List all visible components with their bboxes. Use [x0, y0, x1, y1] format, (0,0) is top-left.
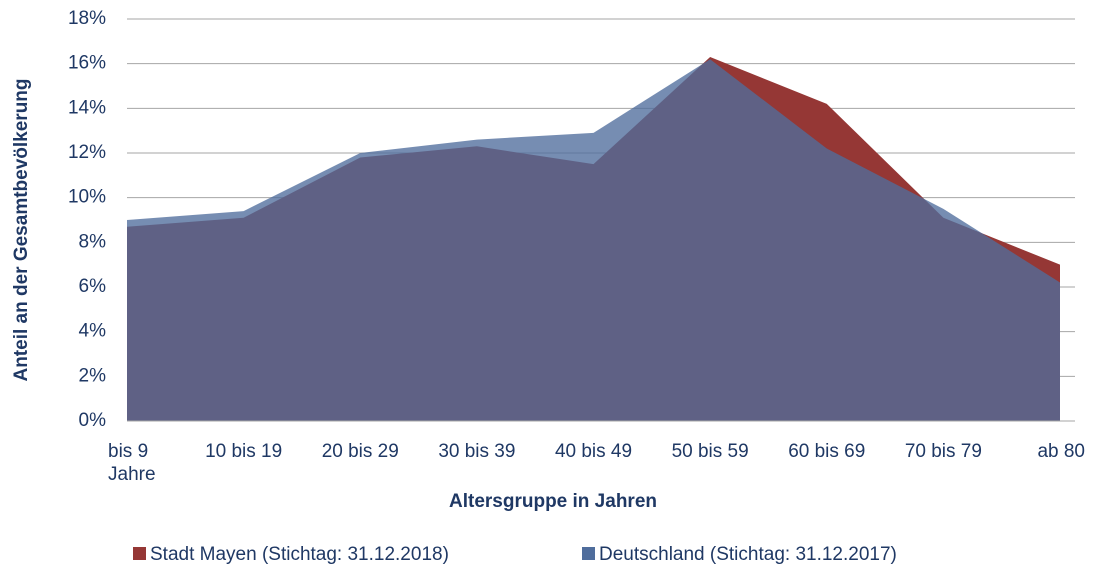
x-tick-label: 10 bis 19	[205, 441, 283, 462]
x-axis-label: Altersgruppe in Jahren	[449, 491, 657, 512]
x-tick-label: 40 bis 49	[554, 441, 633, 462]
y-tick-label: 2%	[79, 365, 107, 386]
x-tick-label: 50 bis 59	[671, 441, 749, 462]
legend-swatch	[133, 547, 146, 560]
y-tick-label: 18%	[68, 8, 106, 29]
x-tick-label: 70 bis 79	[904, 441, 982, 462]
legend-label: Deutschland (Stichtag: 31.12.2017)	[599, 544, 897, 565]
x-tick-label: 60 bis 69	[788, 441, 866, 462]
x-tick-label: 20 bis 29	[321, 441, 399, 462]
y-tick-label: 0%	[79, 410, 107, 431]
area	[127, 59, 1060, 421]
y-tick-label: 4%	[79, 321, 107, 342]
legend-swatch	[582, 547, 595, 560]
y-tick-label: 14%	[68, 97, 106, 118]
x-tick-label: ab 80	[1037, 441, 1085, 462]
y-tick-label: 12%	[68, 142, 106, 163]
y-axis-label: Anteil an der Gesamtbevölkerung	[11, 78, 32, 381]
y-tick-label: 10%	[68, 187, 106, 208]
legend-label: Stadt Mayen (Stichtag: 31.12.2018)	[150, 544, 449, 565]
y-tick-label: 8%	[79, 231, 107, 252]
x-tick-label: 30 bis 39	[438, 441, 516, 462]
y-tick-label: 6%	[79, 276, 107, 297]
y-tick-label: 16%	[68, 53, 106, 74]
x-tick-label: bis 9 Jahre	[108, 441, 156, 485]
